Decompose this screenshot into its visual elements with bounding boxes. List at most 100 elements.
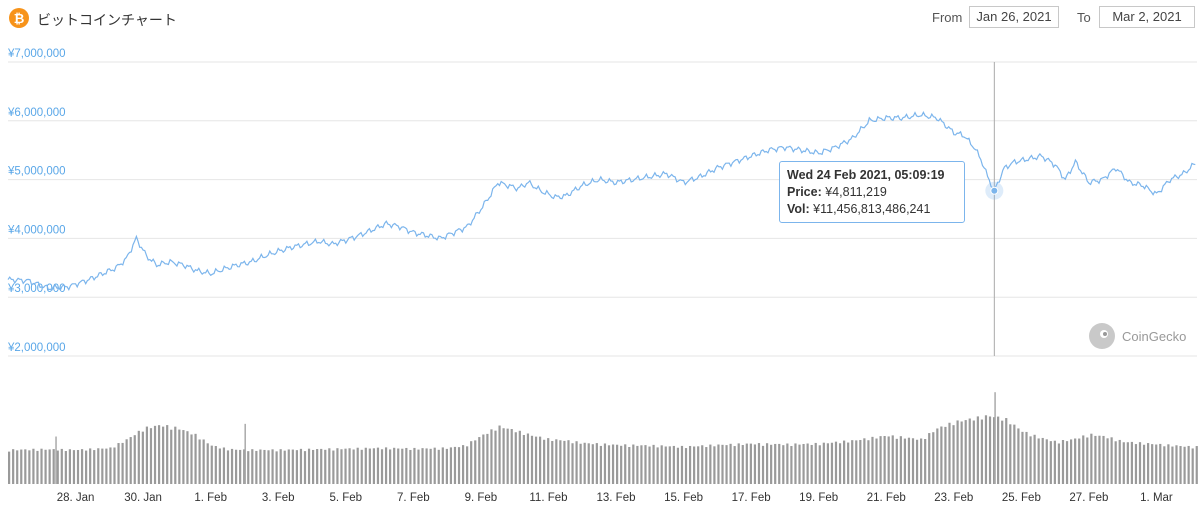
volume-bar xyxy=(28,450,31,484)
volume-bar xyxy=(822,442,825,484)
volume-bar xyxy=(352,449,355,484)
volume-bar xyxy=(611,444,615,484)
volume-bar xyxy=(76,449,80,484)
volume-bar xyxy=(887,436,890,484)
volume-bar xyxy=(1069,439,1073,484)
volume-bar xyxy=(214,446,217,484)
x-tick-label: 13. Feb xyxy=(597,492,636,504)
volume-bar xyxy=(607,445,611,484)
volume-bar xyxy=(320,448,323,484)
volume-bar xyxy=(421,448,424,484)
volume-bar xyxy=(559,440,562,484)
volume-bar xyxy=(1183,446,1186,484)
volume-bar xyxy=(182,430,185,484)
volume-bar xyxy=(1171,446,1174,484)
volume-bar xyxy=(847,442,850,484)
x-tick-label: 30. Jan xyxy=(124,492,162,504)
volume-bar xyxy=(701,445,704,484)
volume-bar xyxy=(271,449,274,484)
bitcoin-icon: ₿ xyxy=(9,8,29,28)
volume-bar xyxy=(814,442,817,484)
volume-bar xyxy=(482,434,485,484)
volume-bar xyxy=(591,444,594,484)
volume-bar xyxy=(24,449,27,484)
volume-bar xyxy=(652,444,655,484)
volume-bar xyxy=(997,416,1000,484)
volume-bar xyxy=(80,449,84,484)
volume-bar xyxy=(1102,435,1105,484)
volume-bar xyxy=(1167,444,1170,484)
volume-bar xyxy=(340,449,343,484)
volume-bar xyxy=(275,451,278,484)
x-tick-label: 23. Feb xyxy=(934,492,973,504)
volume-bar xyxy=(563,440,566,484)
volume-bar xyxy=(279,449,282,484)
volume-bar xyxy=(875,438,878,484)
chart-title: ビットコインチャート xyxy=(37,12,177,28)
volume-bar xyxy=(721,444,724,484)
volume-bar xyxy=(312,449,315,484)
volume-bar xyxy=(1179,446,1182,484)
volume-bar xyxy=(166,425,169,484)
x-tick-label: 25. Feb xyxy=(1002,492,1041,504)
volume-bar xyxy=(1094,435,1097,484)
from-date-input[interactable]: Jan 26, 2021 xyxy=(969,6,1059,28)
volume-bar xyxy=(806,443,809,484)
volume-bar xyxy=(855,440,858,484)
volume-bar xyxy=(502,428,505,484)
volume-bar xyxy=(255,450,258,484)
volume-bar xyxy=(1175,445,1178,484)
volume-bar xyxy=(697,446,700,484)
volume-bar xyxy=(616,444,619,484)
volume-bar xyxy=(470,441,473,484)
y-tick-label: ¥6,000,000 xyxy=(7,107,66,119)
volume-bar xyxy=(1118,439,1121,484)
volume-bar xyxy=(1061,439,1065,484)
volume-bar xyxy=(72,450,76,484)
volume-bar xyxy=(924,439,927,484)
y-tick-label: ¥7,000,000 xyxy=(7,48,66,60)
volume-bar xyxy=(40,448,43,484)
volume-bar xyxy=(380,449,384,484)
volume-bar xyxy=(599,445,602,484)
x-tick-label: 1. Feb xyxy=(194,492,227,504)
volume-bar xyxy=(903,438,907,484)
brand-name: CoinGecko xyxy=(1122,328,1187,344)
volume-bar xyxy=(1082,435,1085,484)
volume-bar xyxy=(765,443,769,484)
volume-bar xyxy=(895,438,898,484)
volume-bar xyxy=(206,443,209,484)
volume-bar xyxy=(332,450,335,484)
volume-bar xyxy=(52,449,55,484)
volume-bar xyxy=(1041,437,1044,484)
to-date-input[interactable]: Mar 2, 2021 xyxy=(1099,6,1195,28)
volume-bar xyxy=(867,440,870,484)
volume-bar xyxy=(920,438,923,484)
volume-bar xyxy=(417,449,420,484)
volume-bar xyxy=(1195,446,1198,484)
volume-bar xyxy=(299,448,303,484)
volume-bar xyxy=(948,422,951,484)
volume-bar xyxy=(1045,439,1048,484)
volume-bar xyxy=(753,444,757,484)
volume-bar xyxy=(534,436,538,484)
volume-bar xyxy=(117,443,120,484)
volume-bar xyxy=(1021,431,1024,484)
volume-bar xyxy=(20,449,23,484)
volume-bar xyxy=(494,430,497,484)
volume-bar xyxy=(871,436,874,484)
volume-bar xyxy=(336,448,339,484)
volume-bar xyxy=(676,447,680,484)
volume-bar xyxy=(761,445,765,484)
hover-point xyxy=(990,186,999,195)
volume-bar xyxy=(899,436,902,484)
volume-bar xyxy=(348,448,351,484)
coingecko-icon xyxy=(1089,323,1115,349)
volume-bar xyxy=(93,450,96,484)
volume-bar xyxy=(174,426,177,484)
coingecko-watermark: CoinGecko xyxy=(1089,322,1186,350)
volume-bar xyxy=(1106,438,1109,484)
volume-bar xyxy=(818,445,821,484)
volume-bar xyxy=(368,448,371,484)
